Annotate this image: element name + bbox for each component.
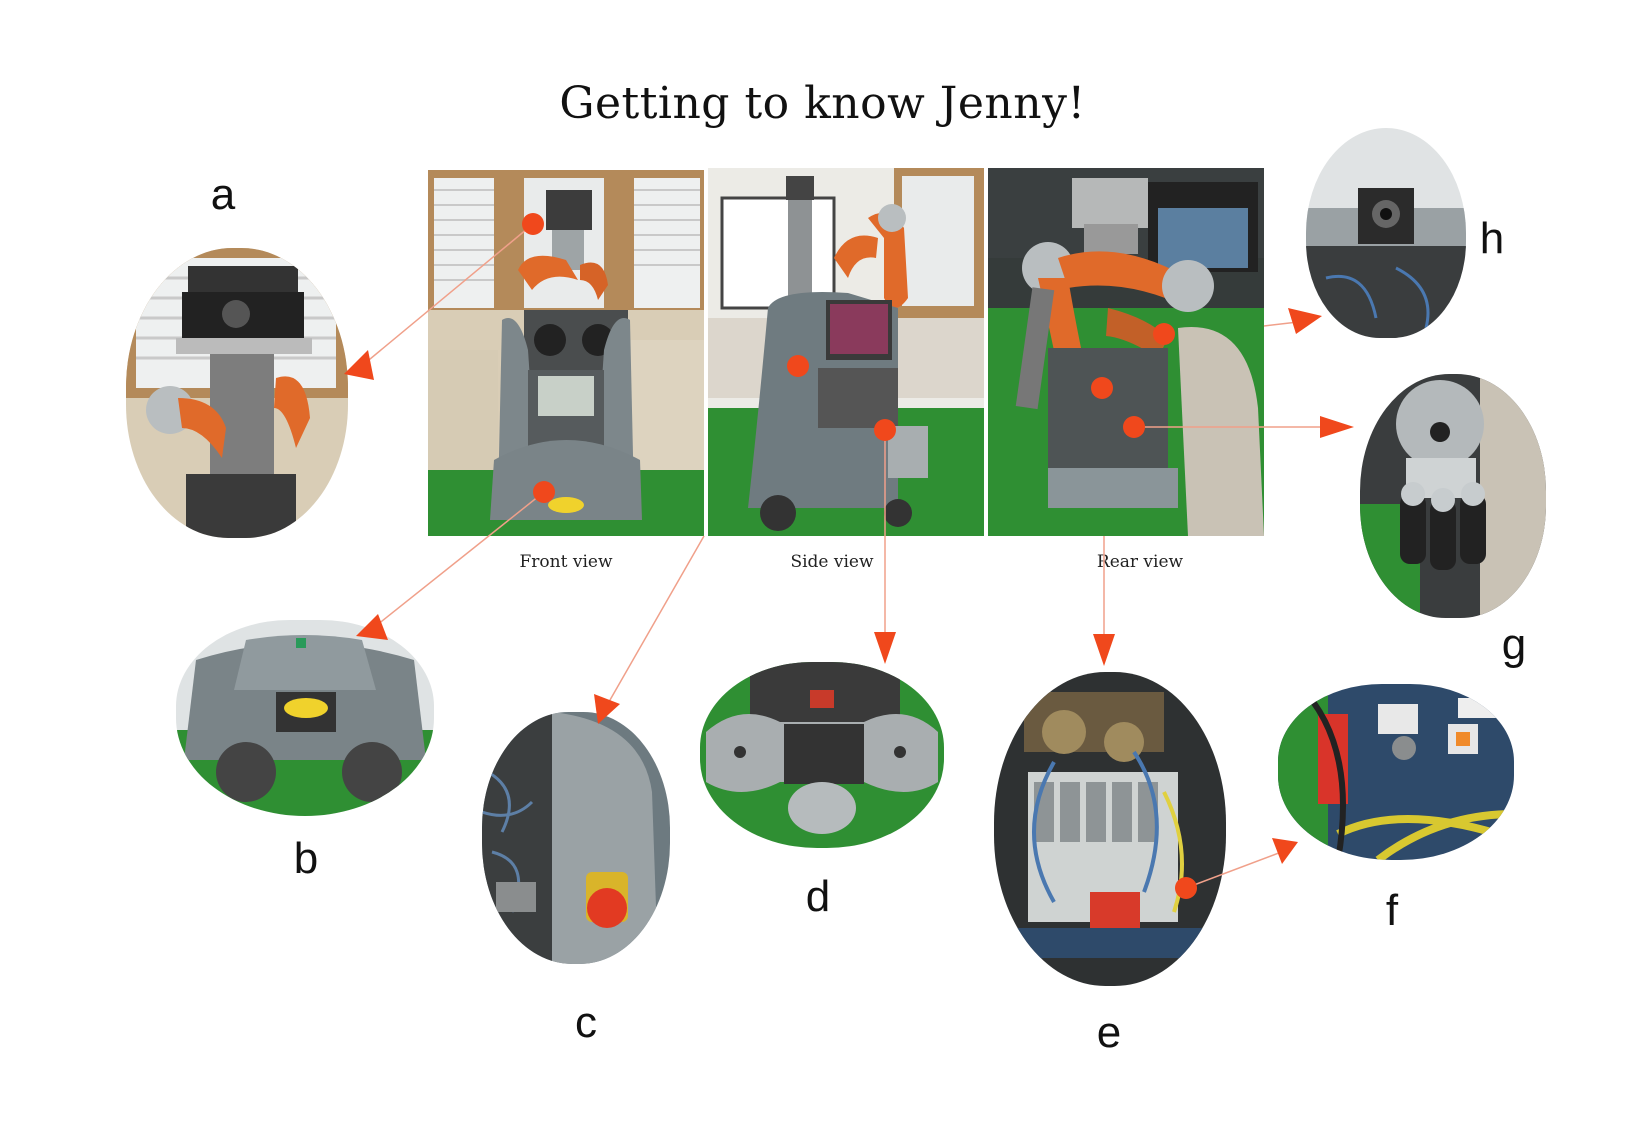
detail-b-front-bumper [176, 620, 434, 816]
callout-line-h [1263, 321, 1299, 327]
front-view-photo [428, 170, 704, 536]
label-d: d [805, 872, 831, 921]
detail-f-switch-panel [1278, 684, 1514, 860]
detail-h-camera [1306, 128, 1466, 338]
side-view-label: Side view [790, 552, 874, 572]
label-c: c [575, 998, 597, 1047]
arrow-d-icon [874, 632, 896, 664]
arrow-g-icon [1320, 416, 1354, 438]
label-g: g [1501, 620, 1527, 669]
label-h: h [1479, 214, 1505, 263]
arrow-e-icon [1093, 634, 1115, 666]
label-f: f [1385, 886, 1399, 935]
detail-d-base [700, 662, 944, 848]
page-title: Getting to know Jenny! [559, 78, 1086, 129]
arrow-a-icon [344, 350, 374, 380]
rear-view-label: Rear view [1096, 552, 1184, 572]
detail-e-electronics [994, 672, 1226, 986]
arrow-h-icon [1288, 308, 1322, 334]
label-a: a [210, 170, 236, 219]
label-e: e [1096, 1008, 1122, 1057]
rear-view-photo [988, 168, 1264, 536]
detail-c-emergency-stop [482, 712, 670, 964]
side-view-photo [708, 168, 984, 536]
detail-a-sensor-head [126, 248, 348, 538]
detail-g-gripper [1360, 374, 1546, 618]
arrow-f-icon [1272, 838, 1298, 864]
front-view-label: Front view [519, 552, 613, 572]
label-b: b [293, 834, 319, 883]
